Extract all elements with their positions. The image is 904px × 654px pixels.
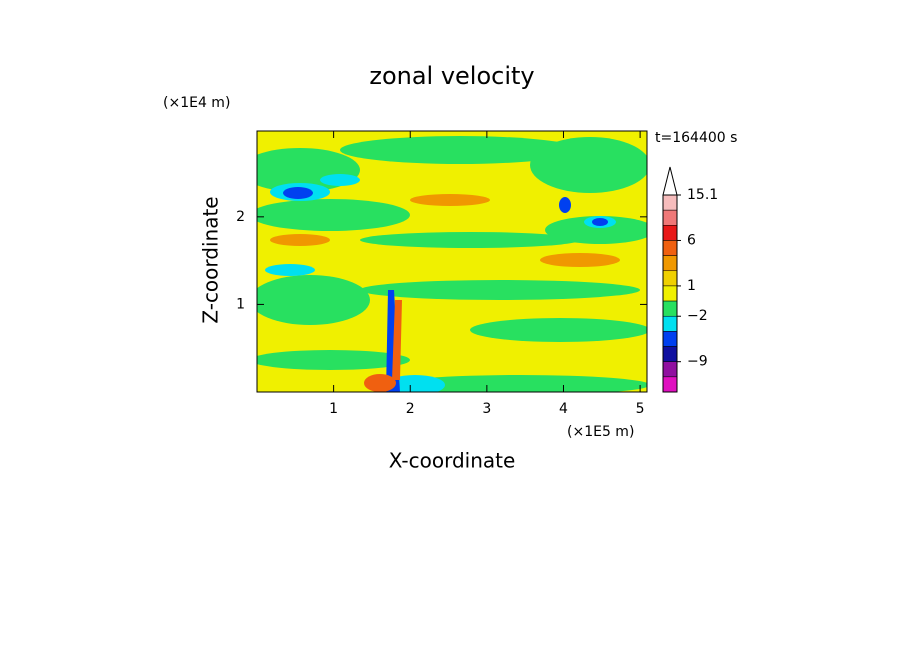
colorbar-segment [662, 331, 678, 347]
x-axis-label: X-coordinate [389, 449, 516, 473]
colorbar-segment [662, 315, 678, 332]
time-label: t=164400 s [655, 130, 737, 146]
colorbar-tick-label: 15.1 [687, 187, 718, 203]
x-unit: (×1E5 m) [567, 424, 634, 440]
colorbar-segment [662, 361, 678, 378]
contour-field [257, 131, 647, 392]
colorbar-segment [662, 240, 678, 256]
colorbar-segment [662, 300, 678, 317]
colorbar-segment [662, 346, 678, 362]
plot-frame [256, 130, 648, 393]
y-tick-label: 2 [236, 209, 245, 225]
colorbar-segment [662, 376, 678, 393]
chart-title: zonal velocity [369, 62, 534, 90]
colorbar-segment [662, 255, 678, 272]
x-tick-label: 4 [559, 401, 568, 417]
x-tick-label: 5 [636, 401, 645, 417]
x-tick-label: 3 [482, 401, 491, 417]
y-axis-label: Z-coordinate [199, 196, 223, 323]
colorbar-frame [662, 194, 678, 393]
y-tick-label: 1 [236, 296, 245, 312]
colorbar-segment [662, 225, 678, 241]
colorbar-tick-label: 1 [687, 278, 696, 294]
colorbar-segment [662, 194, 678, 211]
colorbar-arrow [662, 166, 678, 196]
colorbar-tick-label: 6 [687, 232, 696, 248]
y-unit: (×1E4 m) [163, 95, 230, 111]
x-tick-label: 2 [406, 401, 415, 417]
x-tick-label: 1 [329, 401, 338, 417]
colorbar-tick-label: −2 [687, 308, 708, 324]
colorbar-tick-label: −9 [687, 354, 708, 370]
colorbar-segment [662, 285, 678, 302]
colorbar-segment [662, 209, 678, 226]
colorbar-segment [662, 270, 678, 287]
